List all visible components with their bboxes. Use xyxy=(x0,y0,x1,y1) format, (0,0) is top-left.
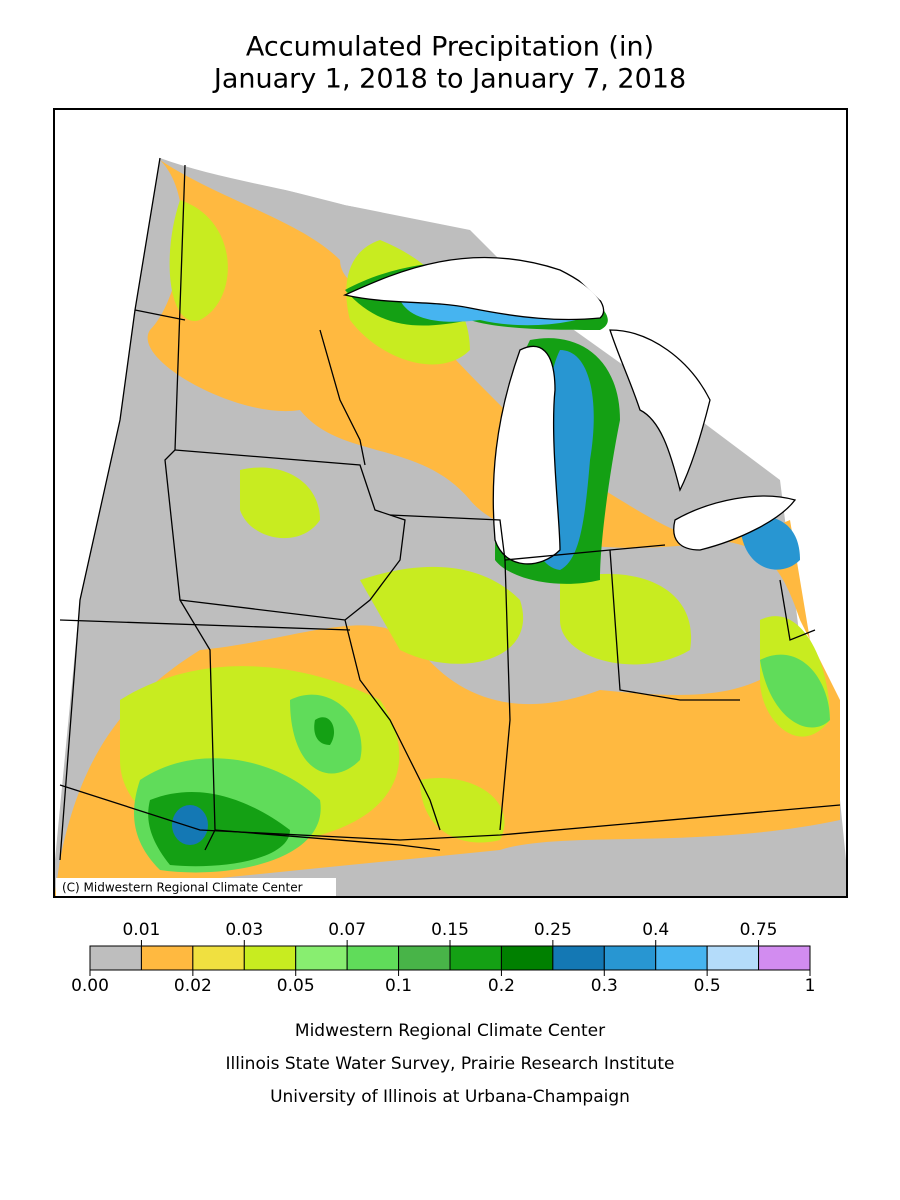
legend-swatch xyxy=(603,945,657,971)
legend-swatch xyxy=(398,945,451,971)
legend-label: 0.02 xyxy=(174,976,212,996)
state-borders xyxy=(59,157,841,861)
lake-michigan xyxy=(493,346,560,564)
precip-03 xyxy=(172,805,208,845)
legend-swatch xyxy=(140,945,194,971)
credit: Illinois State Water Survey, Prairie Res… xyxy=(226,1054,675,1074)
legend-label: 0.2 xyxy=(488,976,515,996)
lake-huron xyxy=(610,330,710,490)
legend-swatch xyxy=(706,945,760,971)
legend-swatch xyxy=(500,945,554,971)
legend-swatch xyxy=(295,945,348,971)
legend-label: 0.75 xyxy=(740,920,778,940)
canada xyxy=(54,109,847,390)
copyright-bg xyxy=(56,878,336,896)
legend-swatch xyxy=(243,945,297,971)
lake-michigan-outline xyxy=(492,345,561,565)
lake-huron-outline xyxy=(609,329,711,492)
credit: Midwestern Regional Climate Center xyxy=(295,1021,605,1041)
map-frame xyxy=(53,108,848,898)
legend-label: 1 xyxy=(805,976,816,996)
legend: 0.00 0.01 0.02 0.03 0.05 0.07 0.1 0.15 0.2 0.25 0.… xyxy=(71,920,815,996)
credit: University of Illinois at Urbana-Champai… xyxy=(270,1087,630,1107)
subtitle: January 1, 2018 to January 7, 2018 xyxy=(212,64,686,95)
legend-label: 0.4 xyxy=(642,920,669,940)
legend-label: 0.1 xyxy=(385,976,412,996)
map: (C) Midwestern Regional Climate Center xyxy=(53,108,848,898)
legend-swatch xyxy=(449,945,502,971)
legend-label: 0.15 xyxy=(431,920,469,940)
copyright: (C) Midwestern Regional Climate Center xyxy=(62,881,303,895)
title: Accumulated Precipitation (in) xyxy=(246,32,654,63)
lake-superior xyxy=(345,257,604,320)
legend-label: 0.01 xyxy=(122,920,160,940)
legend-swatch xyxy=(192,945,245,971)
legend-swatch xyxy=(552,945,605,971)
legend-label: 0.05 xyxy=(277,976,315,996)
legend-label: 0.03 xyxy=(225,920,263,940)
lake-erie-outline xyxy=(673,495,797,551)
legend-label: 0.25 xyxy=(534,920,572,940)
lake-erie xyxy=(673,496,795,550)
legend-label: 0.3 xyxy=(591,976,618,996)
precip-005 xyxy=(120,200,830,846)
lake-superior-outline xyxy=(342,256,605,321)
legend-swatch xyxy=(655,945,708,971)
legend-swatch xyxy=(758,945,811,971)
legend-swatch xyxy=(346,945,400,971)
precip-01 xyxy=(134,654,831,873)
legend-label: 0.07 xyxy=(328,920,366,940)
legend-label: 0.00 xyxy=(71,976,109,996)
legend-swatch xyxy=(89,945,142,971)
legend-label: 0.5 xyxy=(694,976,721,996)
